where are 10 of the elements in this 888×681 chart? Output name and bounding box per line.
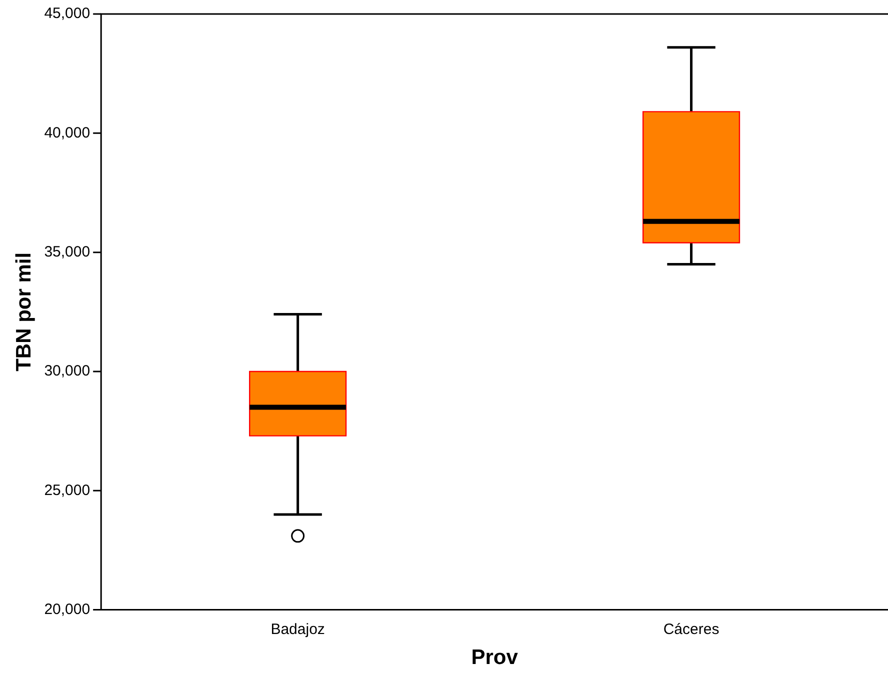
y-tick-label: 40,000 [44,124,90,142]
x-axis-title: Prov [471,646,518,670]
y-tick-label: 35,000 [44,243,90,260]
y-axis-title: TBN por mil [12,252,36,372]
y-tick-label: 20,000 [44,600,90,618]
x-tick-label: Cáceres [663,620,720,638]
x-tick-label: Badajoz [270,620,325,638]
y-tick-label: 30,000 [44,362,90,380]
y-tick-label: 25,000 [44,482,90,499]
y-tick-label: 45,000 [44,5,90,22]
